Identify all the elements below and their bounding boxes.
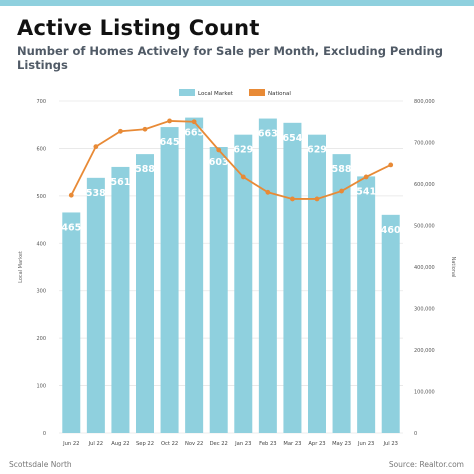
bar-data-label: 588 bbox=[135, 164, 155, 175]
page-subtitle: Number of Homes Actively for Sale per Mo… bbox=[17, 44, 443, 72]
x-axis-tick-label: Dec 22 bbox=[210, 441, 228, 447]
y2-axis-tick-label: 0 bbox=[414, 431, 417, 437]
bar-data-label: 663 bbox=[258, 129, 278, 140]
x-axis-tick-label: Jun 23 bbox=[357, 441, 374, 447]
y-axis-tick-label: 100 bbox=[36, 384, 46, 390]
x-axis-tick-label: Feb 23 bbox=[259, 441, 276, 447]
bar-data-label: 465 bbox=[61, 222, 81, 233]
bar bbox=[111, 166, 130, 433]
y2-axis-tick-label: 500,000 bbox=[414, 224, 435, 230]
line-point bbox=[118, 128, 123, 134]
line-point bbox=[388, 162, 394, 168]
line-point bbox=[142, 126, 148, 132]
bar bbox=[62, 212, 81, 433]
line-point bbox=[167, 118, 172, 124]
line-point bbox=[290, 196, 295, 202]
y2-axis-tick-label: 600,000 bbox=[414, 182, 435, 188]
y-axis-tick-label: 200 bbox=[36, 336, 46, 342]
x-axis-tick-label: Jul 22 bbox=[88, 441, 104, 447]
line-point bbox=[314, 196, 320, 202]
bar bbox=[357, 176, 376, 433]
bar bbox=[234, 134, 253, 433]
bar bbox=[258, 118, 277, 433]
bar-data-label: 665 bbox=[184, 128, 204, 139]
y-axis-tick-label: 0 bbox=[43, 431, 46, 437]
bar-data-label: 629 bbox=[233, 145, 253, 156]
series-line-national bbox=[70, 120, 392, 200]
x-axis-tick-label: Aug 22 bbox=[111, 441, 129, 447]
line-point bbox=[93, 144, 99, 150]
line-point bbox=[339, 188, 344, 194]
bar-data-label: 541 bbox=[356, 186, 376, 197]
x-axis-tick-label: Mar 23 bbox=[283, 441, 301, 447]
legend-swatch-local bbox=[179, 89, 195, 96]
y-axis-title: Local Market bbox=[18, 251, 24, 283]
y2-axis-tick-label: 700,000 bbox=[414, 141, 435, 147]
bar-data-label: 538 bbox=[86, 188, 106, 199]
x-axis-tick-label: Jan 23 bbox=[234, 441, 251, 447]
top-accent-bar bbox=[0, 0, 474, 6]
legend-swatch-national bbox=[249, 89, 265, 96]
bar bbox=[209, 147, 228, 433]
x-axis-tick-label: Nov 22 bbox=[185, 441, 203, 447]
y-axis-tick-label: 300 bbox=[36, 289, 46, 295]
y2-axis-tick-label: 800,000 bbox=[414, 99, 435, 105]
bar bbox=[185, 117, 204, 433]
bar-data-label: 645 bbox=[160, 137, 180, 148]
line-point bbox=[265, 189, 271, 195]
line-point bbox=[191, 119, 197, 125]
legend-label-local: Local Market bbox=[198, 91, 234, 97]
x-axis-tick-label: Apr 23 bbox=[308, 441, 325, 447]
page-title: Active Listing Count bbox=[17, 16, 260, 40]
y2-axis-title: National bbox=[450, 257, 456, 278]
y-axis-tick-label: 500 bbox=[36, 194, 46, 200]
x-axis-tick-label: Jun 22 bbox=[62, 441, 79, 447]
y-axis-tick-label: 600 bbox=[36, 146, 46, 152]
y2-axis-tick-label: 400,000 bbox=[414, 265, 435, 271]
y2-axis-tick-label: 100,000 bbox=[414, 390, 435, 396]
legend-label-national: National bbox=[268, 91, 291, 97]
bar-data-label: 460 bbox=[381, 225, 401, 236]
bar bbox=[283, 122, 302, 434]
bar bbox=[86, 177, 105, 433]
bar-data-label: 654 bbox=[283, 133, 303, 144]
bar bbox=[308, 134, 326, 433]
y2-axis-tick-label: 200,000 bbox=[414, 348, 435, 354]
x-axis-tick-label: Oct 22 bbox=[161, 441, 178, 447]
x-axis-tick-label: May 23 bbox=[332, 441, 351, 447]
line-point bbox=[363, 174, 369, 180]
bar-data-label: 629 bbox=[307, 145, 327, 156]
line-point bbox=[240, 174, 246, 180]
bar bbox=[332, 154, 351, 433]
bar-data-label: 603 bbox=[209, 157, 229, 168]
x-axis-tick-label: Sep 22 bbox=[136, 441, 154, 447]
bar bbox=[381, 214, 400, 433]
y2-axis-tick-label: 300,000 bbox=[414, 307, 435, 313]
line-point bbox=[216, 147, 222, 153]
footer-location: Scottsdale North bbox=[9, 460, 72, 469]
x-axis-tick-label: Jul 23 bbox=[382, 441, 398, 447]
bar-data-label: 561 bbox=[111, 177, 131, 188]
bar bbox=[160, 127, 179, 433]
bar bbox=[136, 154, 154, 433]
y-axis-tick-label: 400 bbox=[36, 241, 46, 247]
bar-data-label: 588 bbox=[332, 164, 352, 175]
line-point bbox=[68, 192, 74, 198]
footer-source: Source: Realtor.com bbox=[388, 460, 464, 469]
y-axis-tick-label: 700 bbox=[36, 99, 46, 105]
